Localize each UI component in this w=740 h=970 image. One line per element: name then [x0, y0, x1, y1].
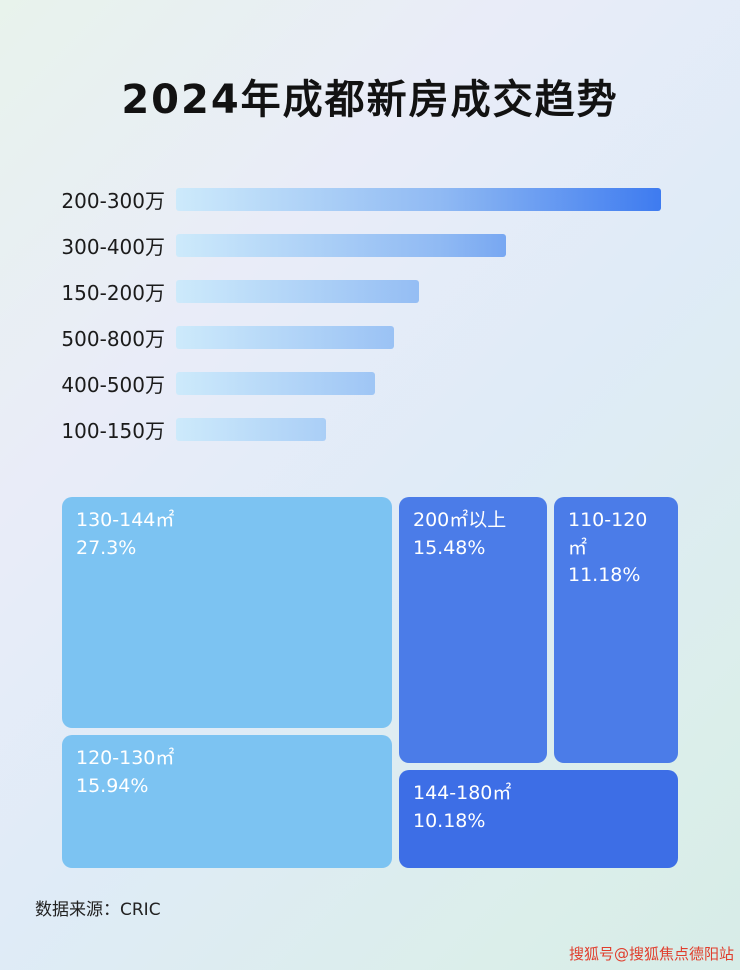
treemap-block-value: 15.48% [413, 536, 486, 559]
bar-category-label: 200-300万 [61, 188, 165, 213]
treemap-block-200-plus: 200㎡以上 15.48% [399, 497, 547, 763]
price-range-bar-chart: 200-300万 300-400万 150-200万 500-800万 400-500万… [35, 176, 705, 452]
treemap-block-130-144: 130-144㎡ 27.3% [62, 497, 392, 728]
data-source-label: 数据来源：CRIC [35, 900, 161, 920]
bar-row: 400-500万 [35, 360, 705, 406]
treemap-block-label: 200㎡以上 [413, 509, 507, 531]
bar-category-label: 300-400万 [61, 234, 165, 259]
bar-row: 500-800万 [35, 314, 705, 360]
bar-row: 300-400万 [35, 222, 705, 268]
treemap-block-144-180: 144-180㎡ 10.18% [399, 770, 678, 868]
bar-row: 150-200万 [35, 268, 705, 314]
bar [176, 371, 375, 395]
bar [176, 325, 394, 349]
treemap-block-label: 130-144㎡ [76, 509, 175, 531]
bar-row: 100-150万 [35, 406, 705, 452]
bar-row: 200-300万 [35, 176, 705, 222]
treemap-block-110-120: 110-120㎡ 11.18% [554, 497, 678, 763]
treemap-block-label: 120-130㎡ [76, 747, 175, 769]
treemap-block-label: 144-180㎡ [413, 782, 512, 804]
bar [176, 187, 661, 211]
bar-category-label: 150-200万 [61, 280, 165, 305]
bar [176, 279, 419, 303]
bar [176, 233, 506, 257]
bar-category-label: 500-800万 [61, 326, 165, 351]
treemap-block-value: 27.3% [76, 536, 137, 559]
bar-category-label: 400-500万 [61, 372, 165, 397]
page-title: 2024年成都新房成交趋势 [121, 76, 619, 123]
treemap-block-value: 10.18% [413, 809, 486, 832]
treemap-block-label: 110-120㎡ [568, 509, 648, 559]
area-share-treemap: 130-144㎡ 27.3% 200㎡以上 15.48% 110-120㎡ 11… [62, 497, 678, 868]
bar-category-label: 100-150万 [61, 418, 165, 443]
watermark: 搜狐号@搜狐焦点德阳站 [568, 945, 734, 963]
treemap-block-120-130: 120-130㎡ 15.94% [62, 735, 392, 868]
treemap-block-value: 15.94% [76, 774, 149, 797]
treemap-block-value: 11.18% [568, 564, 641, 587]
bar [176, 417, 326, 441]
